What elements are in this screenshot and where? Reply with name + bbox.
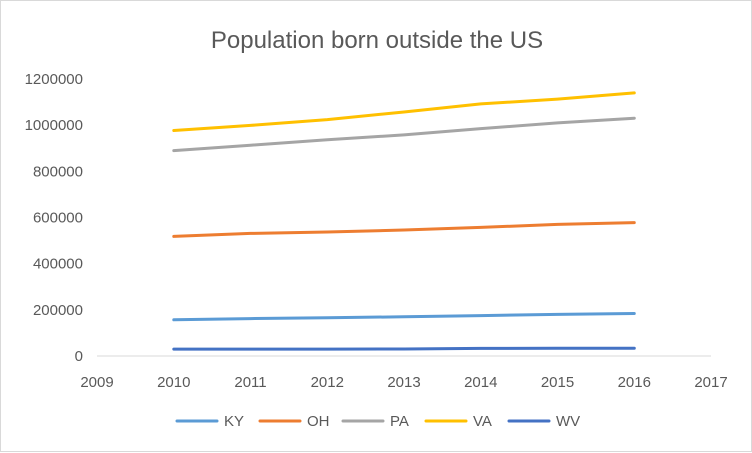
series-line-va (172, 91, 636, 132)
y-tick-label: 400000 (33, 256, 83, 273)
series-line-wv (172, 346, 636, 351)
y-tick-label: 600000 (33, 210, 83, 227)
legend-label-va: VA (473, 413, 492, 430)
legend-label-wv: WV (556, 413, 580, 430)
y-tick-label: 200000 (33, 302, 83, 319)
series-line-ky (172, 312, 636, 322)
x-tick-label: 2009 (80, 374, 113, 391)
y-tick-label: 0 (75, 348, 83, 365)
legend-label-pa: PA (390, 413, 409, 430)
x-tick-label: 2015 (541, 374, 574, 391)
chart-title: Population born outside the US (211, 27, 543, 54)
x-tick-label: 2017 (694, 374, 727, 391)
y-axis: 0 200000 400000 600000 800000 1000000 1200000 (25, 71, 83, 365)
series-lines (172, 91, 636, 351)
x-tick-label: 2010 (157, 374, 190, 391)
legend: KY OH PA VA WV (175, 413, 580, 430)
x-tick-label: 2016 (618, 374, 651, 391)
series-line-oh (172, 221, 636, 238)
y-tick-label: 1000000 (25, 117, 83, 134)
series-line-pa (172, 116, 636, 153)
y-tick-label: 800000 (33, 163, 83, 180)
x-tick-label: 2013 (387, 374, 420, 391)
legend-label-ky: KY (224, 413, 244, 430)
x-tick-label: 2011 (234, 374, 266, 391)
x-tick-label: 2012 (311, 374, 344, 391)
x-axis: 2009 2010 2011 2012 2013 2014 2015 2016 2017 (80, 374, 727, 391)
x-tick-label: 2014 (464, 374, 497, 391)
y-tick-label: 1200000 (25, 71, 83, 88)
legend-label-oh: OH (307, 413, 330, 430)
